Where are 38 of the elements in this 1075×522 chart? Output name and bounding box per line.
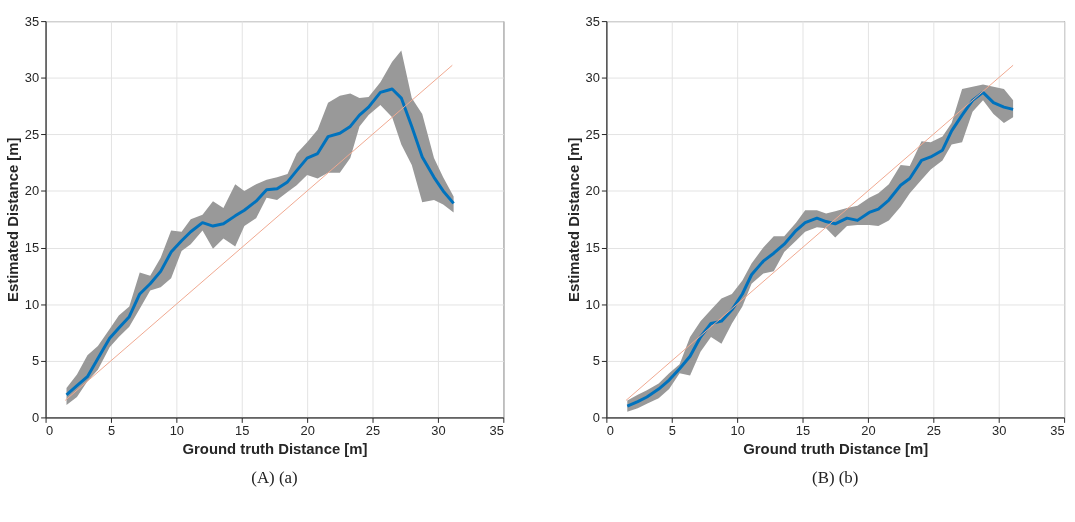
y-tick-label: 5	[592, 353, 600, 369]
x-tick-label: 10	[169, 422, 185, 438]
y-tick-label: 10	[585, 296, 600, 312]
y-axis-title: Estimated Distance [m]	[565, 137, 582, 302]
y-tick-label: 0	[31, 409, 40, 425]
x-tick-label: 25	[365, 422, 381, 438]
y-tick-label: 20	[24, 183, 40, 199]
y-tick-label: 30	[24, 70, 40, 86]
x-tick-label: 30	[992, 422, 1007, 438]
y-tick-label: 35	[585, 13, 600, 29]
text: (B) (b)	[812, 467, 859, 487]
y-axis-title: Estimated Distance [m]	[4, 137, 21, 302]
x-tick-label: 0	[46, 422, 54, 438]
x-axis-title: Ground truth Distance [m]	[182, 440, 368, 457]
x-tick-label: 20	[300, 422, 315, 438]
x-tick-label: 30	[431, 422, 446, 438]
x-axis-title: Ground truth Distance [m]	[743, 440, 929, 457]
y-tick-label: 30	[585, 70, 600, 86]
x-tick-label: 35	[489, 422, 504, 438]
x-tick-label: 5	[668, 422, 676, 438]
x-tick-label: 20	[861, 422, 876, 438]
x-tick-label: 5	[107, 422, 116, 438]
y-tick-label: 25	[24, 126, 40, 142]
x-tick-label: 15	[795, 422, 811, 438]
y-tick-label: 25	[585, 126, 600, 142]
y-tick-label: 0	[592, 409, 600, 425]
x-tick-label: 25	[926, 422, 941, 438]
y-tick-label: 5	[31, 353, 40, 369]
x-tick-label: 15	[235, 422, 250, 438]
y-tick-label: 35	[24, 13, 40, 29]
y-tick-label: 15	[24, 240, 40, 256]
x-tick-label: 0	[606, 422, 615, 438]
text: (A) (a)	[251, 467, 298, 487]
x-tick-label: 10	[730, 422, 745, 438]
x-tick-label: 35	[1050, 422, 1065, 438]
y-tick-label: 20	[585, 183, 600, 199]
y-tick-label: 10	[24, 296, 40, 312]
y-tick-label: 15	[585, 240, 600, 256]
